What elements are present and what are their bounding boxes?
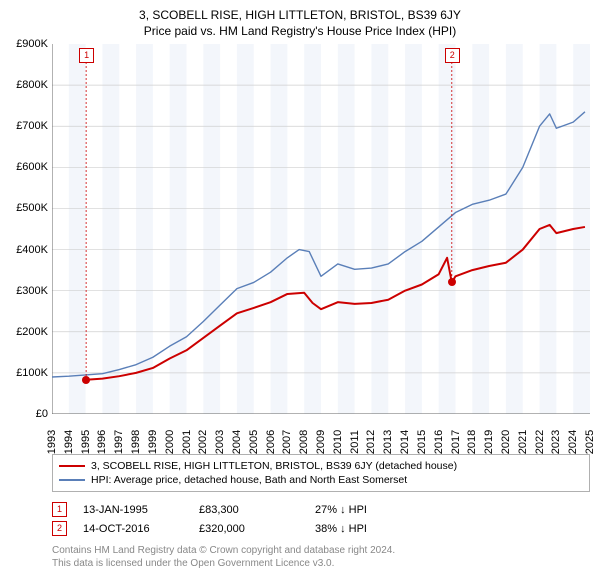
sale-date: 13-JAN-1995 (83, 504, 183, 516)
table-row: 1 13-JAN-1995 £83,300 27% ↓ HPI (52, 500, 590, 519)
legend-item: HPI: Average price, detached house, Bath… (59, 473, 583, 487)
x-axis-label: 2025 (584, 430, 596, 454)
x-axis-label: 2005 (248, 430, 260, 454)
y-axis-label: £700K (2, 120, 48, 132)
legend-text: 3, SCOBELL RISE, HIGH LITTLETON, BRISTOL… (91, 460, 457, 472)
x-axis-label: 2010 (332, 430, 344, 454)
x-axis-label: 2008 (298, 430, 310, 454)
x-axis-label: 2021 (517, 430, 529, 454)
chart-area: £0£100K£200K£300K£400K£500K£600K£700K£80… (52, 44, 590, 414)
x-axis-label: 2014 (399, 430, 411, 454)
x-axis-label: 2017 (450, 430, 462, 454)
x-axis-label: 2012 (365, 430, 377, 454)
x-axis-label: 1998 (130, 430, 142, 454)
sale-marker-badge: 2 (445, 48, 460, 63)
table-row: 2 14-OCT-2016 £320,000 38% ↓ HPI (52, 519, 590, 538)
legend-item: 3, SCOBELL RISE, HIGH LITTLETON, BRISTOL… (59, 459, 583, 473)
sale-dot (448, 278, 456, 286)
sale-date: 14-OCT-2016 (83, 523, 183, 535)
legend-text: HPI: Average price, detached house, Bath… (91, 474, 407, 486)
x-axis-label: 2020 (500, 430, 512, 454)
x-axis-label: 2023 (550, 430, 562, 454)
sale-marker-badge: 2 (52, 521, 67, 536)
x-axis-label: 2007 (281, 430, 293, 454)
x-axis-label: 2015 (416, 430, 428, 454)
legend: 3, SCOBELL RISE, HIGH LITTLETON, BRISTOL… (52, 454, 590, 492)
sale-marker-badge: 1 (79, 48, 94, 63)
footer-line: Contains HM Land Registry data © Crown c… (52, 544, 590, 557)
x-axis-label: 2011 (349, 430, 361, 454)
y-axis-label: £600K (2, 161, 48, 173)
x-axis-label: 2003 (214, 430, 226, 454)
title-line1: 3, SCOBELL RISE, HIGH LITTLETON, BRISTOL… (10, 8, 590, 22)
x-axis-label: 2002 (197, 430, 209, 454)
sale-price: £320,000 (199, 523, 299, 535)
x-axis-label: 2022 (534, 430, 546, 454)
x-axis-label: 2016 (433, 430, 445, 454)
x-axis-label: 2000 (164, 430, 176, 454)
chart-svg (52, 44, 590, 414)
sale-marker-badge: 1 (52, 502, 67, 517)
y-axis-label: £800K (2, 79, 48, 91)
y-axis-label: £0 (2, 408, 48, 420)
x-axis-label: 2004 (231, 430, 243, 454)
x-axis-label: 2006 (265, 430, 277, 454)
x-axis-label: 1999 (147, 430, 159, 454)
sale-price: £83,300 (199, 504, 299, 516)
sales-table: 1 13-JAN-1995 £83,300 27% ↓ HPI 2 14-OCT… (52, 500, 590, 538)
y-axis-label: £500K (2, 202, 48, 214)
y-axis-label: £900K (2, 38, 48, 50)
legend-swatch (59, 465, 85, 467)
x-axis-label: 1995 (80, 430, 92, 454)
x-axis-label: 1993 (46, 430, 58, 454)
x-axis-label: 2013 (382, 430, 394, 454)
title-line2: Price paid vs. HM Land Registry's House … (10, 24, 590, 38)
x-axis-label: 2018 (466, 430, 478, 454)
x-axis-label: 1996 (96, 430, 108, 454)
y-axis-label: £400K (2, 244, 48, 256)
x-axis-label: 2001 (181, 430, 193, 454)
x-axis-label: 1994 (63, 430, 75, 454)
legend-swatch (59, 479, 85, 481)
x-axis-label: 1997 (113, 430, 125, 454)
sale-pct: 38% ↓ HPI (315, 523, 415, 535)
y-axis-label: £300K (2, 285, 48, 297)
chart-titles: 3, SCOBELL RISE, HIGH LITTLETON, BRISTOL… (0, 0, 600, 40)
footer-line: This data is licensed under the Open Gov… (52, 557, 590, 570)
x-axis-label: 2009 (315, 430, 327, 454)
footer: Contains HM Land Registry data © Crown c… (52, 544, 590, 570)
sale-dot (82, 376, 90, 384)
x-axis-label: 2019 (483, 430, 495, 454)
x-axis-label: 2024 (567, 430, 579, 454)
y-axis-label: £200K (2, 326, 48, 338)
y-axis-label: £100K (2, 367, 48, 379)
sale-pct: 27% ↓ HPI (315, 504, 415, 516)
